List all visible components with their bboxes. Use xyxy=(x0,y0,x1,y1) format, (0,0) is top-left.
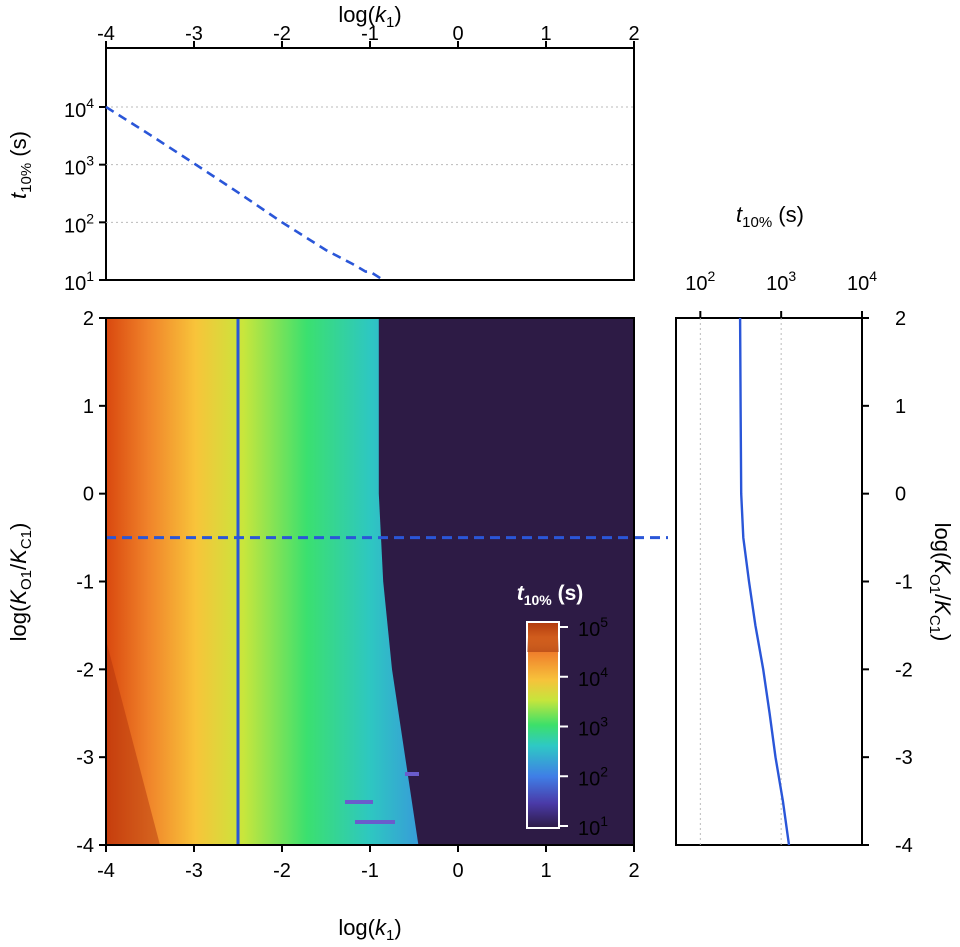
main-y-tick-label: 1 xyxy=(83,396,94,418)
top-x-tick-label: -2 xyxy=(273,23,291,45)
main-x-tick-label: 2 xyxy=(628,860,639,882)
main-x-tick-label: -4 xyxy=(97,860,115,882)
right-y-tick-label: -3 xyxy=(895,747,913,769)
main-heatmap-panel: -4 -3 -2 -1 0 1 2 2 1 0 -1 -2 -3 -4 log(k1) log(KO1/… xyxy=(6,308,668,944)
right-plot-frame xyxy=(675,317,863,846)
main-x-tick-label: 0 xyxy=(452,860,463,882)
right-x-tick-label: 102 xyxy=(685,268,715,295)
right-x-tick-label: 103 xyxy=(766,268,796,295)
right-y-tick-label: 0 xyxy=(895,484,906,506)
top-y-tick-label: 104 xyxy=(64,95,94,122)
main-y-axis-label: log(KO1/KC1) xyxy=(6,523,35,642)
right-line-panel: 102 103 104 2 1 0 -1 -2 -3 -4 t10% (s) log(KO1/K… xyxy=(675,202,955,857)
top-y-axis-label: t10% (s) xyxy=(6,131,35,199)
right-x-axis-label: t10% (s) xyxy=(736,202,804,231)
top-x-tick-label: -4 xyxy=(97,23,115,45)
heatmap-artifact xyxy=(405,772,419,776)
colorbar-tick-label: 104 xyxy=(578,664,608,691)
main-x-axis-label: log(k1) xyxy=(338,915,401,944)
heatmap-corner-shade xyxy=(106,640,160,845)
main-y-tick-label: 0 xyxy=(83,484,94,506)
right-y-tick-label: -2 xyxy=(895,659,913,681)
top-y-tick-label: 103 xyxy=(64,153,94,180)
colorbar-tick-label: 103 xyxy=(578,714,608,741)
colorbar-title: t10% (s) xyxy=(517,582,584,608)
right-y-tick-label: -4 xyxy=(895,835,913,857)
top-x-tick-label: 1 xyxy=(540,23,551,45)
colorbar-shade xyxy=(527,622,559,652)
main-y-tick-label: -3 xyxy=(76,747,94,769)
top-x-axis-label: log(k1) xyxy=(338,2,401,31)
right-solid-series xyxy=(738,317,791,846)
colorbar: t10% (s) 101 102 103 104 105 xyxy=(517,582,609,840)
right-x-tick-label: 104 xyxy=(847,268,877,295)
main-y-tick-label: -2 xyxy=(76,659,94,681)
main-x-tick-label: 1 xyxy=(540,860,551,882)
top-y-tick-label: 101 xyxy=(64,268,94,295)
heatmap-artifact xyxy=(355,820,395,824)
below-range-region xyxy=(378,318,634,845)
top-dashed-series xyxy=(105,105,384,282)
right-y-tick-label: 2 xyxy=(895,308,906,330)
main-y-tick-label: 2 xyxy=(83,308,94,330)
colorbar-tick-label: 102 xyxy=(578,763,608,790)
top-x-tick-label: 2 xyxy=(628,23,639,45)
main-x-tick-label: -3 xyxy=(185,860,203,882)
main-y-tick-label: -1 xyxy=(76,572,94,594)
colorbar-tick-label: 101 xyxy=(578,813,608,840)
top-y-tick-label: 102 xyxy=(64,210,94,237)
colorbar-scale xyxy=(526,621,560,829)
top-line-panel: -4 -3 -2 -1 0 1 2 101 102 103 104 log(k1) t10% (s… xyxy=(6,2,640,295)
top-x-tick-label: -1 xyxy=(361,23,379,45)
top-plot-frame xyxy=(105,47,635,281)
right-y-axis-label: log(KO1/KC1) xyxy=(926,523,955,642)
heatmap-artifact xyxy=(345,800,373,804)
top-x-tick-label: -3 xyxy=(185,23,203,45)
main-x-tick-label: -2 xyxy=(273,860,291,882)
main-x-tick-label: -1 xyxy=(361,860,379,882)
right-y-tick-label: -1 xyxy=(895,572,913,594)
colorbar-tick-label: 105 xyxy=(578,614,608,641)
right-y-tick-label: 1 xyxy=(895,396,906,418)
main-y-tick-label: -4 xyxy=(76,835,94,857)
top-x-tick-label: 0 xyxy=(452,23,463,45)
